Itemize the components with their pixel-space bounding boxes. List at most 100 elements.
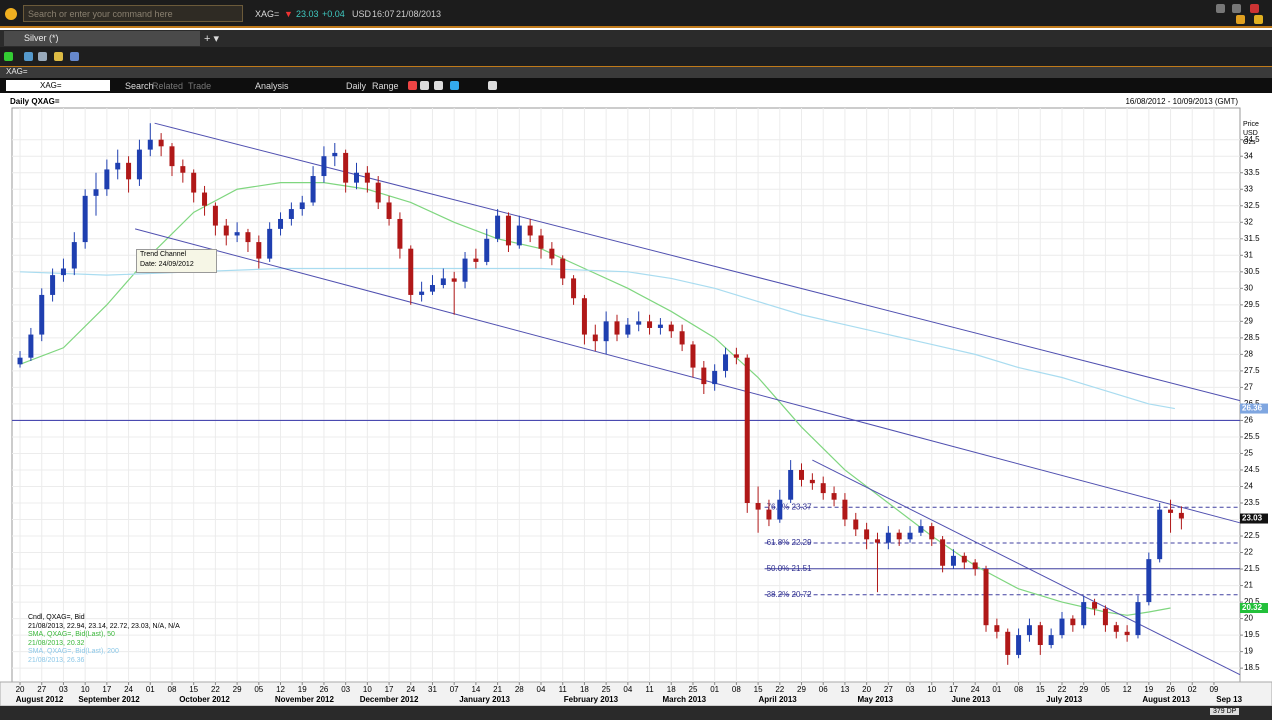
y-tick-label: 34 (1244, 151, 1253, 160)
candle (538, 228, 544, 259)
tool[interactable] (408, 81, 417, 90)
candle (256, 235, 262, 269)
month-label: August 2013 (1142, 695, 1190, 704)
candle (288, 202, 294, 226)
toolbar-button[interactable]: Related (152, 81, 184, 91)
candle (864, 522, 870, 550)
x-tick-label: 27 (37, 685, 46, 694)
window-close[interactable] (1250, 4, 1259, 13)
fib-label: 76.4% 23.37 (767, 502, 812, 511)
candle-body (1059, 618, 1065, 636)
tab[interactable]: Silver (*) (4, 31, 200, 46)
month-label: October 2012 (179, 695, 230, 704)
fib-label: 38.2% 20.72 (767, 590, 812, 599)
y-tick-label: 29 (1244, 316, 1253, 325)
month-label: April 2013 (759, 695, 798, 704)
candle-body (343, 152, 349, 183)
toolbar-button[interactable]: Search (125, 81, 154, 91)
candle (896, 529, 902, 546)
candle (1037, 621, 1043, 655)
candle-body (636, 321, 642, 325)
candle (1168, 499, 1174, 533)
command-search[interactable]: Search or enter your command here (23, 5, 243, 22)
chart-toolbar: XAG= Search Related Trade Analysis Daily… (0, 78, 1272, 93)
candle-body (549, 248, 555, 259)
candle-body (657, 324, 663, 328)
favorites[interactable] (1254, 15, 1263, 24)
toolbar-button[interactable]: Analysis (255, 81, 289, 91)
legend-value: 21/08/2013, 26.36 (28, 656, 85, 664)
scrollbar[interactable]: 379 DP (0, 706, 1272, 720)
price-flag-label: 20.32 (1242, 603, 1263, 612)
candle-body (71, 242, 77, 269)
candle-body (918, 526, 924, 533)
date: 21/08/2013 (396, 9, 442, 19)
toolbar-button[interactable]: Trade (188, 81, 212, 91)
settings[interactable] (70, 52, 79, 61)
window-min[interactable] (1216, 4, 1225, 13)
x-tick-label: 25 (602, 685, 611, 694)
candle (571, 275, 577, 305)
candle (907, 526, 913, 543)
candle (809, 473, 815, 490)
month-label: Sep 13 (1216, 695, 1242, 704)
y-tick-label: 23.5 (1244, 498, 1260, 507)
month-label: July 2013 (1046, 695, 1083, 704)
legend-value: 21/08/2013, 22.94, 23.14, 22.72, 23.03, … (28, 622, 180, 630)
candle (527, 218, 533, 243)
x-tick-label: 22 (211, 685, 220, 694)
candle-body (364, 172, 370, 183)
tooltip: Trend Channel Date: 24/09/2012 (136, 249, 217, 273)
candle (972, 559, 978, 576)
x-tick-label: 28 (515, 685, 524, 694)
y-tick-label: 25.5 (1244, 432, 1260, 441)
tool[interactable] (434, 81, 443, 90)
print[interactable] (38, 52, 47, 61)
window-max[interactable] (1232, 4, 1241, 13)
candle-body (961, 555, 967, 563)
share[interactable] (54, 52, 63, 61)
candle-body (538, 235, 544, 249)
alerts[interactable] (1236, 15, 1245, 24)
y-tick-label: 31 (1244, 250, 1253, 259)
candle-body (191, 172, 197, 193)
candle-body (202, 192, 208, 206)
candle (473, 248, 479, 269)
candle-body (527, 225, 533, 236)
add[interactable] (4, 52, 13, 61)
x-tick-label: 24 (124, 685, 133, 694)
ric-input[interactable]: XAG= (6, 80, 110, 91)
candle (560, 255, 566, 286)
new-tab[interactable]: + ▾ (204, 33, 220, 45)
candle (82, 189, 88, 249)
candle (245, 228, 251, 252)
candle (169, 143, 175, 177)
candle-body (158, 139, 164, 147)
candle-body (310, 176, 316, 203)
price-change: +0.04 (322, 9, 345, 19)
x-tick-label: 18 (580, 685, 589, 694)
x-tick-label: 05 (254, 685, 263, 694)
toolbar-button[interactable]: Range (372, 81, 399, 91)
candle (549, 242, 555, 266)
candle-body (907, 532, 913, 540)
x-tick-label: 22 (1058, 685, 1067, 694)
candle-body (429, 285, 435, 292)
price-flag-label: 26.36 (1242, 404, 1263, 413)
y-tick-label: 21.5 (1244, 564, 1260, 573)
candle (408, 245, 414, 305)
candle (1157, 502, 1163, 563)
candle (93, 172, 99, 216)
save[interactable] (24, 52, 33, 61)
tool[interactable] (488, 81, 497, 90)
candle-body (332, 152, 338, 157)
toolbar-button[interactable]: Daily (346, 81, 367, 91)
candle (180, 159, 186, 183)
top-bar: Search or enter your command here XAG= ▼… (0, 0, 1272, 28)
x-tick-label: 18 (667, 685, 676, 694)
month-label: May 2013 (858, 695, 894, 704)
y-axis-label: Price USD Ozs (1243, 120, 1259, 147)
candle (950, 549, 956, 570)
tool[interactable] (420, 81, 429, 90)
tool[interactable] (450, 81, 459, 90)
